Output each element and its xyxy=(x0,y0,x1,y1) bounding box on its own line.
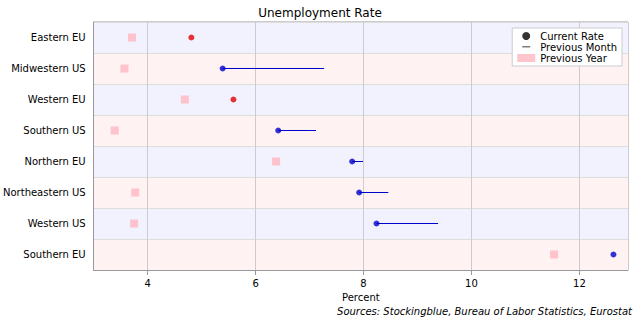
svg-text:6: 6 xyxy=(252,278,258,289)
svg-text:Eastern EU: Eastern EU xyxy=(31,32,86,43)
svg-text:4: 4 xyxy=(144,278,150,289)
svg-text:Western US: Western US xyxy=(28,218,86,229)
svg-text:Previous Month: Previous Month xyxy=(540,42,617,53)
svg-text:Sources: Stockingblue, Bureau: Sources: Stockingblue, Bureau of Labor S… xyxy=(337,306,633,317)
svg-text:10: 10 xyxy=(465,278,478,289)
svg-text:Previous Year: Previous Year xyxy=(540,53,608,64)
svg-text:Midwestern US: Midwestern US xyxy=(11,63,86,74)
svg-text:Western EU: Western EU xyxy=(28,94,86,105)
svg-text:Percent: Percent xyxy=(342,292,380,303)
svg-text:Northeastern US: Northeastern US xyxy=(3,187,86,198)
svg-text:8: 8 xyxy=(360,278,366,289)
svg-text:Current Rate: Current Rate xyxy=(540,31,604,42)
svg-text:12: 12 xyxy=(573,278,586,289)
svg-text:Northern EU: Northern EU xyxy=(24,156,85,167)
svg-text:Southern EU: Southern EU xyxy=(23,249,85,260)
svg-text:Unemployment Rate: Unemployment Rate xyxy=(258,6,382,20)
svg-text:Southern US: Southern US xyxy=(23,125,85,136)
